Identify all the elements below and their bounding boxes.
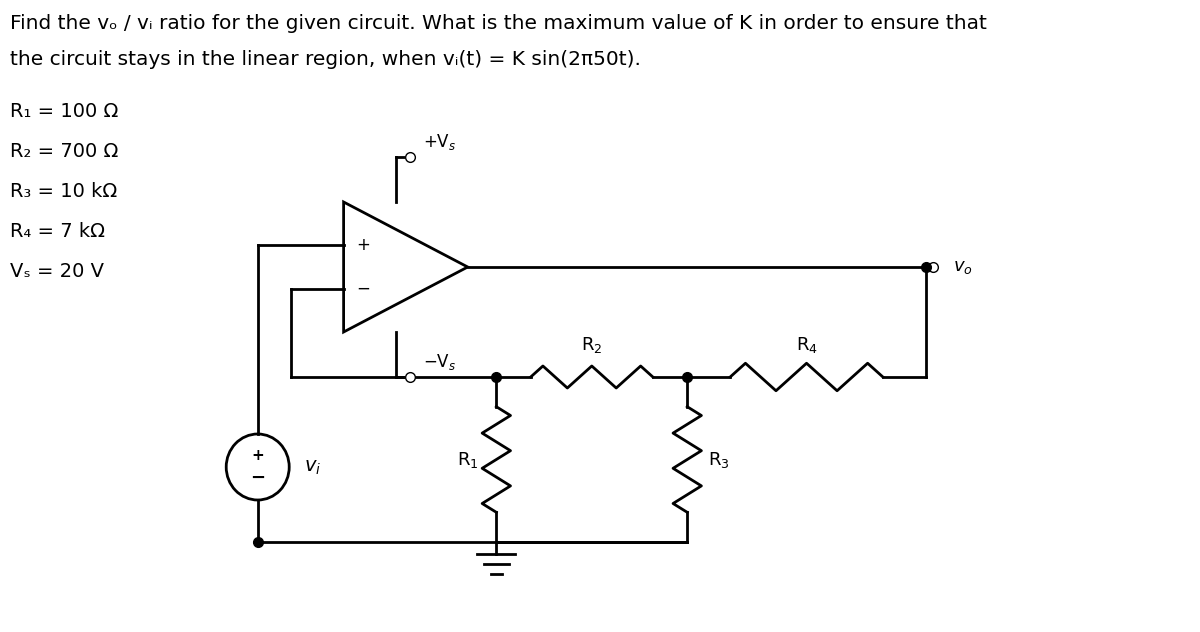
Text: Vₛ = 20 V: Vₛ = 20 V — [10, 262, 103, 281]
Text: R₁ = 100 Ω: R₁ = 100 Ω — [10, 102, 118, 121]
Text: R₂ = 700 Ω: R₂ = 700 Ω — [10, 142, 118, 161]
Text: R$_3$: R$_3$ — [708, 449, 730, 470]
Text: R₄ = 7 kΩ: R₄ = 7 kΩ — [10, 222, 104, 241]
Text: Find the vₒ / vᵢ ratio for the given circuit. What is the maximum value of K in : Find the vₒ / vᵢ ratio for the given cir… — [10, 14, 986, 33]
Text: $v_i$: $v_i$ — [304, 458, 320, 477]
Text: the circuit stays in the linear region, when vᵢ(t) = K sin(2π50t).: the circuit stays in the linear region, … — [10, 50, 641, 69]
Text: +: + — [355, 236, 370, 254]
Text: R₃ = 10 kΩ: R₃ = 10 kΩ — [10, 182, 116, 201]
Text: −: − — [250, 469, 265, 487]
Text: +: + — [251, 449, 264, 463]
Text: −V$_s$: −V$_s$ — [422, 352, 456, 372]
Text: R$_4$: R$_4$ — [796, 335, 817, 355]
Text: R$_1$: R$_1$ — [457, 449, 479, 470]
Text: v$_o$: v$_o$ — [953, 258, 972, 276]
Text: R$_2$: R$_2$ — [581, 335, 602, 355]
Text: −: − — [355, 280, 370, 298]
Text: +V$_s$: +V$_s$ — [422, 132, 456, 152]
